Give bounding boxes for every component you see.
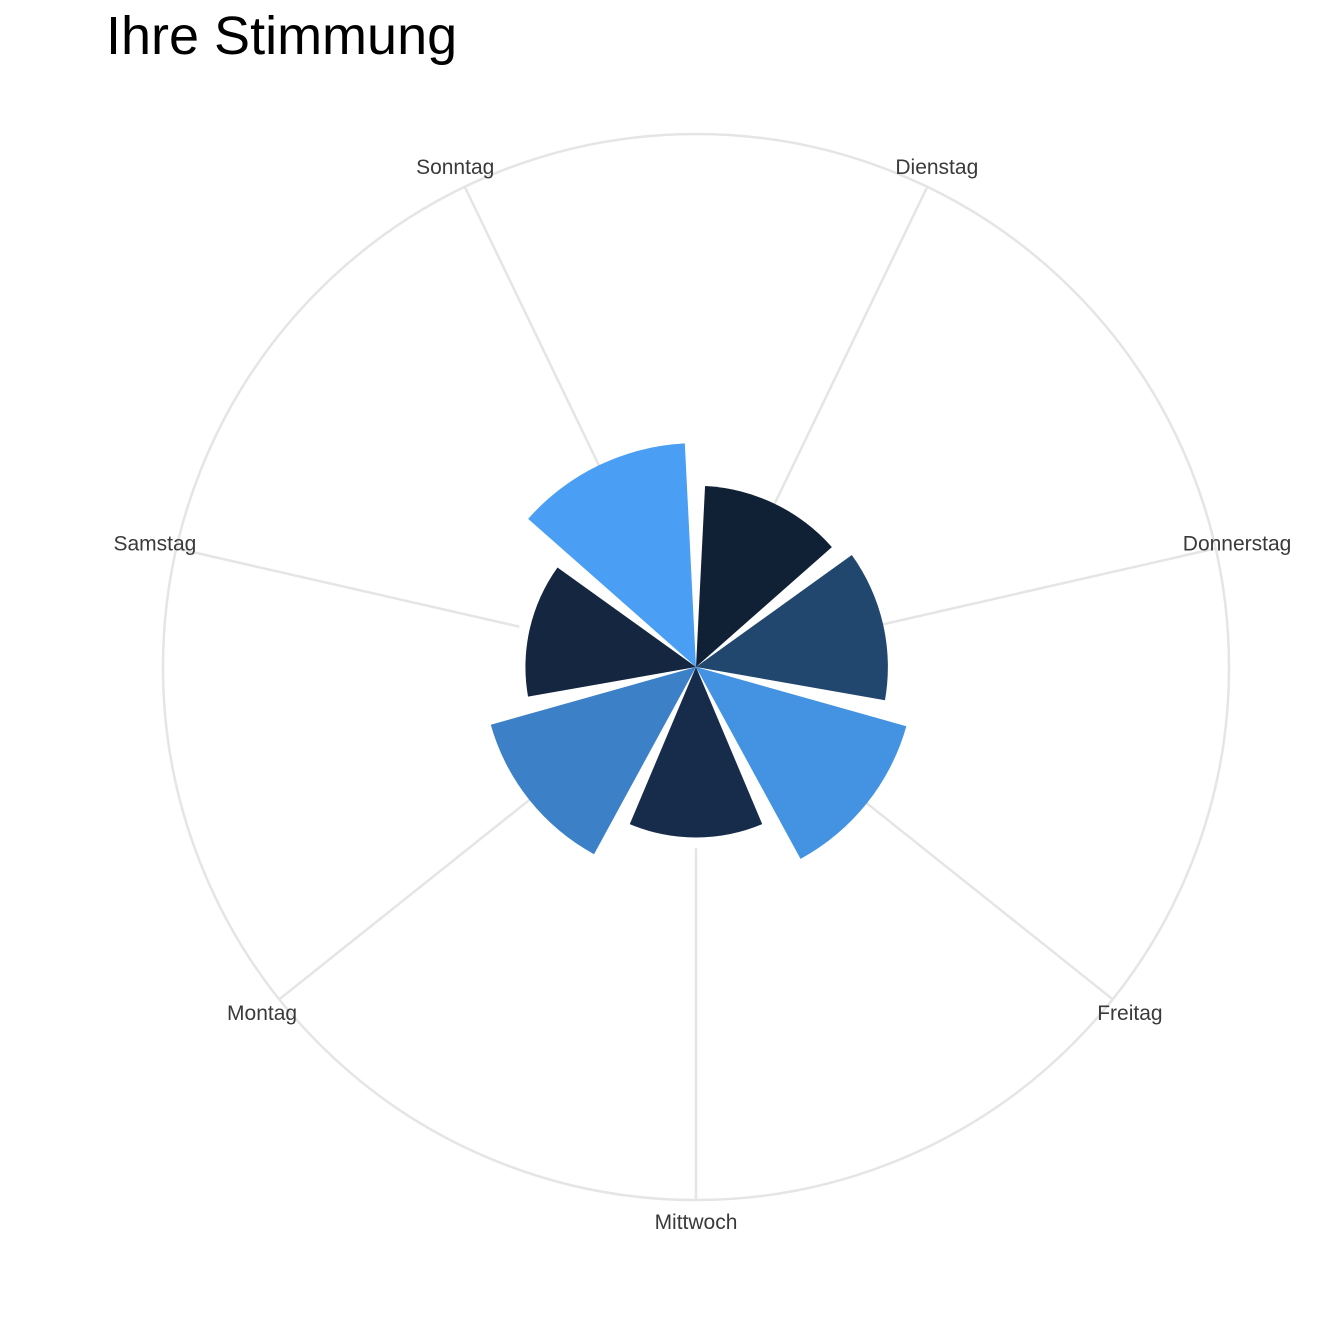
bar-freitag — [696, 667, 907, 859]
axis-label-montag: Montag — [227, 1002, 297, 1025]
axis-label-mittwoch: Mittwoch — [655, 1211, 738, 1234]
grid-spoke — [278, 779, 556, 1001]
chart-title: Ihre Stimmung — [106, 6, 458, 66]
grid-spoke — [176, 547, 520, 628]
label-layer: Dienstag Donnerstag Freitag Mittwoch Montag S… — [113, 156, 1291, 1234]
bar-samstag — [525, 567, 696, 697]
grid-spoke — [836, 779, 1114, 1001]
axis-label-samstag: Samstag — [113, 533, 196, 556]
axis-label-freitag: Freitag — [1097, 1002, 1162, 1025]
bar-mittwoch — [629, 667, 763, 838]
bar-sonntag — [528, 443, 696, 667]
bar-donnerstag — [696, 555, 888, 701]
grid-spoke — [872, 547, 1216, 628]
grid-spoke — [773, 186, 929, 505]
grid-layer — [161, 132, 1231, 1202]
bar-montag — [490, 667, 696, 855]
axis-label-sonntag: Sonntag — [416, 156, 494, 179]
axis-label-donnerstag: Donnerstag — [1183, 533, 1292, 556]
grid-spoke — [463, 186, 619, 505]
bar-layer — [490, 443, 907, 859]
axis-label-dienstag: Dienstag — [895, 156, 978, 179]
bar-dienstag — [696, 486, 832, 667]
